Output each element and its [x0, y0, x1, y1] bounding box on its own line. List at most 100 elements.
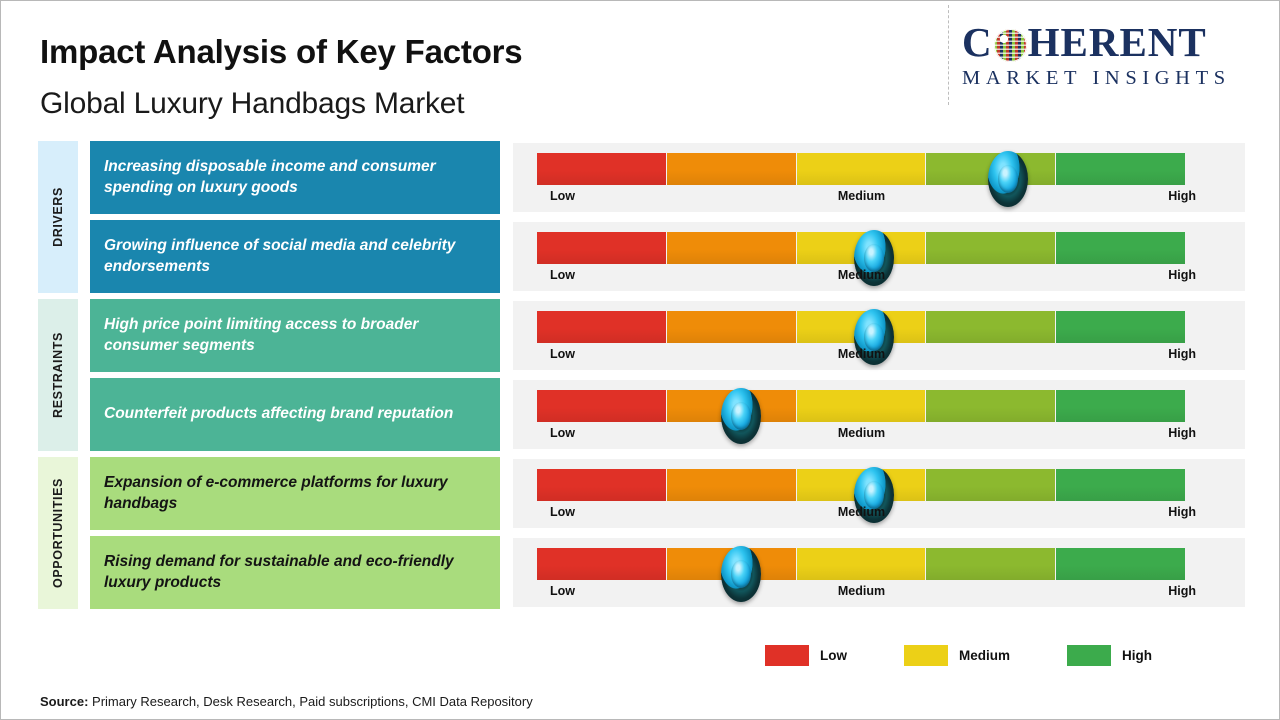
gauge-segment-3 — [796, 548, 926, 580]
impact-marker[interactable] — [721, 546, 762, 602]
scale-label-low: Low — [550, 268, 575, 282]
factor-card[interactable]: Expansion of e-commerce platforms for lu… — [90, 457, 500, 530]
legend-swatch-high — [1067, 645, 1112, 666]
logo-letters-herent: HERENT — [1027, 19, 1207, 65]
gauge-segment-4 — [926, 311, 1056, 343]
scale-label-low: Low — [550, 426, 575, 440]
impact-marker[interactable] — [721, 388, 762, 444]
gauge-segment-1 — [537, 232, 666, 264]
gauge-segment-2 — [666, 311, 796, 343]
legend-swatch-low — [765, 645, 809, 666]
scale-label-high: High — [1168, 426, 1196, 440]
header-divider — [948, 5, 949, 105]
gauge-segment-1 — [537, 548, 666, 580]
scale-label-low: Low — [550, 584, 575, 598]
gauge-bar — [537, 151, 1186, 207]
page-subtitle: Global Luxury Handbags Market — [40, 87, 465, 120]
impact-marker[interactable] — [854, 467, 895, 523]
impact-gauge: Low Medium High — [513, 538, 1245, 607]
source-note: Source: Primary Research, Desk Research,… — [40, 694, 533, 709]
impact-matrix: DRIVERS Increasing disposable income and … — [0, 141, 1280, 615]
factor-card[interactable]: Rising demand for sustainable and eco-fr… — [90, 536, 500, 609]
factor-row: High price point limiting access to broa… — [0, 299, 1280, 372]
factor-card[interactable]: Growing influence of social media and ce… — [90, 220, 500, 293]
factor-card[interactable]: High price point limiting access to broa… — [90, 299, 500, 372]
gauge-scale: Low Medium High — [537, 189, 1196, 207]
scale-label-high: High — [1168, 189, 1196, 203]
scale-label-medium: Medium — [837, 347, 886, 361]
gauge-scale: Low Medium High — [537, 347, 1196, 365]
scale-label-low: Low — [550, 347, 575, 361]
gauge-segment-1 — [537, 311, 666, 343]
gauge-segment-4 — [926, 548, 1056, 580]
scale-label-medium: Medium — [837, 268, 886, 282]
scale-label-medium: Medium — [837, 505, 886, 519]
source-label: Source: — [40, 694, 89, 709]
gauge-segment-5 — [1056, 153, 1185, 185]
logo-tagline: MARKET INSIGHTS — [962, 67, 1231, 89]
factor-row: Growing influence of social media and ce… — [0, 220, 1280, 293]
gauge-segment-5 — [1056, 548, 1185, 580]
gauge-bar — [537, 546, 1186, 602]
scale-label-low: Low — [550, 189, 575, 203]
legend-item: Low — [765, 645, 847, 666]
gauge-segment-2 — [666, 232, 796, 264]
legend-label: Medium — [959, 648, 1011, 663]
gauge-scale: Low Medium High — [537, 505, 1196, 523]
logo-wordmark: C HERENT — [962, 22, 1262, 63]
impact-marker[interactable] — [854, 230, 895, 286]
group-drivers: DRIVERS Increasing disposable income and … — [0, 141, 1280, 293]
gauge-segment-5 — [1056, 311, 1185, 343]
logo-letter-c: C — [962, 19, 993, 65]
group-opportunities: OPPORTUNITIES Expansion of e-commerce pla… — [0, 457, 1280, 609]
group-label-drivers: DRIVERS — [38, 141, 78, 293]
factor-row: Counterfeit products affecting brand rep… — [0, 378, 1280, 451]
impact-marker[interactable] — [987, 151, 1028, 207]
impact-gauge: Low Medium High — [513, 301, 1245, 370]
gauge-segment-4 — [926, 469, 1056, 501]
group-label-opportunities: OPPORTUNITIES — [38, 457, 78, 609]
legend-label: High — [1122, 648, 1153, 663]
gauge-scale: Low Medium High — [537, 584, 1196, 602]
gauge-segment-5 — [1056, 232, 1185, 264]
scale-label-medium: Medium — [837, 426, 886, 440]
scale-label-high: High — [1168, 505, 1196, 519]
gauge-segment-1 — [537, 390, 666, 422]
factor-row: Increasing disposable income and consume… — [0, 141, 1280, 214]
factor-card[interactable]: Increasing disposable income and consume… — [90, 141, 500, 214]
source-text: Primary Research, Desk Research, Paid su… — [88, 694, 533, 709]
factor-row: Rising demand for sustainable and eco-fr… — [0, 536, 1280, 609]
impact-gauge: Low Medium High — [513, 380, 1245, 449]
legend-swatch-medium — [904, 645, 948, 666]
scale-label-high: High — [1168, 268, 1196, 282]
gauge-segment-3 — [796, 390, 926, 422]
scale-label-medium: Medium — [837, 189, 886, 203]
gauge-segment-5 — [1056, 390, 1185, 422]
gauge-segment-2 — [666, 153, 796, 185]
impact-gauge: Low Medium High — [513, 222, 1245, 291]
impact-gauge: Low Medium High — [513, 459, 1245, 528]
gauge-segment-4 — [926, 232, 1056, 264]
factor-row: Expansion of e-commerce platforms for lu… — [0, 457, 1280, 530]
gauge-segment-1 — [537, 469, 666, 501]
gauge-segment-1 — [537, 153, 666, 185]
coherent-market-insights-logo: C HERENT MARKET INSIGHTS — [962, 22, 1262, 104]
legend: Low Medium High — [765, 645, 1152, 666]
gauge-segment-3 — [796, 153, 926, 185]
legend-item: Medium — [904, 645, 1010, 666]
gauge-bar — [537, 309, 1186, 365]
group-restraints: RESTRAINTS High price point limiting acce… — [0, 299, 1280, 451]
factor-card[interactable]: Counterfeit products affecting brand rep… — [90, 378, 500, 451]
gauge-bar — [537, 230, 1186, 286]
gauge-segment-4 — [926, 390, 1056, 422]
legend-label: Low — [820, 648, 847, 663]
gauge-scale: Low Medium High — [537, 426, 1196, 444]
impact-marker[interactable] — [854, 309, 895, 365]
gauge-segment-5 — [1056, 469, 1185, 501]
scale-label-high: High — [1168, 584, 1196, 598]
page-title: Impact Analysis of Key Factors — [40, 33, 523, 70]
scale-label-low: Low — [550, 505, 575, 519]
group-label-restraints: RESTRAINTS — [38, 299, 78, 451]
globe-icon — [993, 29, 1027, 62]
scale-label-high: High — [1168, 347, 1196, 361]
